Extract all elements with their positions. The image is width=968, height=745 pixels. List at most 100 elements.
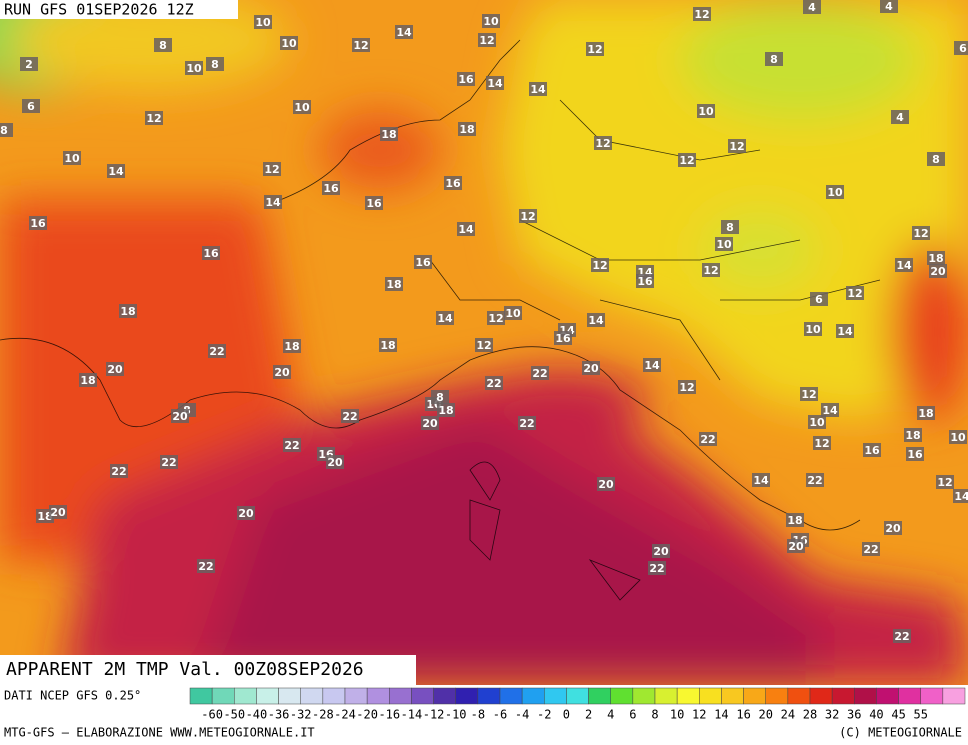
- label-box: [582, 361, 600, 375]
- temperature-label: 10: [950, 431, 966, 444]
- label-box: [395, 25, 413, 39]
- scale-swatch: [411, 687, 434, 705]
- scale-swatch: [322, 687, 346, 705]
- scale-swatch: [721, 687, 744, 705]
- temperature-label: 12: [587, 43, 602, 56]
- temperature-label: 12: [476, 339, 491, 352]
- label-box: [254, 15, 272, 29]
- label-box: [431, 390, 449, 404]
- label-box: [884, 521, 902, 535]
- scale-label: -4: [515, 708, 529, 722]
- label-box: [917, 406, 935, 420]
- label-box: [787, 539, 805, 553]
- label-box: [145, 111, 163, 125]
- label-box: [49, 505, 67, 519]
- temperature-label: 22: [519, 417, 534, 430]
- scale-swatch: [787, 687, 811, 705]
- scale-label: 16: [736, 708, 750, 722]
- scale-swatch: [743, 687, 766, 705]
- temperature-label: 6: [27, 100, 35, 113]
- scale-swatch: [566, 687, 589, 705]
- scale-swatch: [477, 687, 501, 705]
- temperature-label: 20: [653, 545, 669, 558]
- scale-label: -10: [445, 708, 467, 722]
- temperature-label: 4: [896, 111, 904, 124]
- temperature-label: 8: [436, 391, 444, 404]
- temperature-label: 18: [787, 514, 802, 527]
- scale-label: -6: [493, 708, 507, 722]
- temperature-label: 8: [932, 153, 940, 166]
- label-box: [912, 226, 930, 240]
- scale-label: -32: [290, 708, 312, 722]
- label-box: [283, 339, 301, 353]
- temperature-label: 18: [459, 123, 474, 136]
- temperature-label: 22: [863, 543, 878, 556]
- temperature-label: 22: [284, 439, 299, 452]
- temperature-label: 16: [30, 217, 46, 230]
- label-box: [804, 322, 822, 336]
- temperature-label: 18: [284, 340, 299, 353]
- scale-swatch: [676, 687, 700, 705]
- label-box: [119, 304, 137, 318]
- label-box: [699, 432, 717, 446]
- scale-swatch: [942, 687, 966, 705]
- data-source: DATI NCEP GFS 0.25°: [4, 689, 141, 703]
- label-box: [863, 443, 881, 457]
- temperature-label: 12: [801, 388, 816, 401]
- temperature-label: 22: [161, 456, 176, 469]
- scale-label: 20: [758, 708, 772, 722]
- label-box: [22, 99, 40, 113]
- temperature-label: 8: [211, 58, 219, 71]
- temperature-label: 20: [274, 366, 290, 379]
- temperature-label: 14: [108, 165, 124, 178]
- temperature-label: 16: [445, 177, 461, 190]
- scale-label: -20: [356, 708, 378, 722]
- temperature-label: 16: [555, 332, 571, 345]
- temperature-label: 20: [930, 265, 946, 278]
- label-box: [554, 331, 572, 345]
- temperature-label: 12: [353, 39, 368, 52]
- label-box: [185, 61, 203, 75]
- scale-swatch: [211, 687, 235, 705]
- scale-label: 45: [891, 708, 905, 722]
- label-box: [800, 387, 818, 401]
- label-box: [63, 151, 81, 165]
- label-box: [29, 216, 47, 230]
- label-box: [106, 362, 124, 376]
- label-box: [752, 473, 770, 487]
- label-box: [643, 358, 661, 372]
- temperature-label: 22: [342, 410, 357, 423]
- scale-swatch: [455, 687, 479, 705]
- temperature-label: 12: [146, 112, 161, 125]
- scale-label: -8: [471, 708, 485, 722]
- label-box: [263, 162, 281, 176]
- temperature-label: 10: [186, 62, 202, 75]
- credit: MTG-GFS – ELABORAZIONE WWW.METEOGIORNALE…: [4, 726, 315, 740]
- temperature-label: 14: [644, 359, 660, 372]
- label-box: [519, 209, 537, 223]
- temperature-label: 18: [928, 252, 943, 265]
- label-box: [326, 455, 344, 469]
- label-box: [893, 629, 911, 643]
- temperature-label: 16: [203, 247, 219, 260]
- label-box: [904, 428, 922, 442]
- temperature-label: 20: [107, 363, 123, 376]
- label-box: [487, 311, 505, 325]
- label-box: [927, 251, 945, 265]
- scale-label: -12: [423, 708, 445, 722]
- color-scale: -60 -50 -40 -36 -32 -28 -24 -20 -16 -14 -12 -10 -8 -6…: [189, 687, 966, 722]
- label-box: [586, 42, 604, 56]
- temperature-label: 14: [588, 314, 604, 327]
- temperature-label: 22: [649, 562, 664, 575]
- temperature-label: 10: [294, 101, 310, 114]
- scale-swatch: [898, 687, 921, 705]
- temperature-label: 18: [381, 128, 396, 141]
- label-box: [280, 36, 298, 50]
- temperature-label: 16: [458, 73, 474, 86]
- temperature-label: 20: [422, 417, 438, 430]
- temperature-label: 18: [918, 407, 933, 420]
- scale-swatch: [499, 687, 523, 705]
- scale-swatch: [831, 687, 855, 705]
- label-box: [891, 110, 909, 124]
